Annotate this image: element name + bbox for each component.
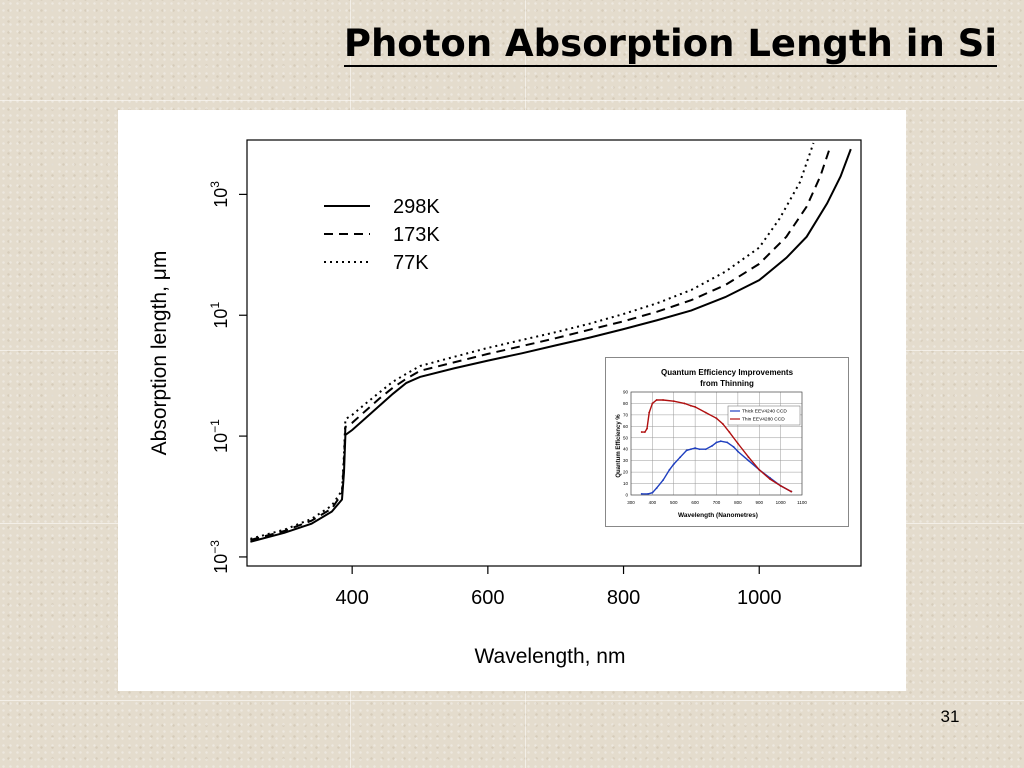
x-tick-label: 400 — [335, 587, 368, 609]
inset-point — [694, 447, 697, 449]
inset-y-axis-label: Quantum Efficiency % — [616, 414, 622, 478]
inset-x-tick-label: 600 — [691, 500, 699, 505]
inset-y-tick-label: 0 — [625, 493, 628, 498]
inset-point — [736, 442, 739, 445]
inset-series-line — [641, 440, 792, 495]
inset-x-tick-label: 900 — [755, 500, 763, 505]
inset-x-tick-label: 1100 — [797, 500, 807, 505]
inset-x-axis-label: Wavelength (Nanometres) — [678, 512, 758, 519]
inset-grid: 300 400 500 600 700 800 900 1000 1100 0 10 20 30 40 50… — [623, 390, 807, 506]
inset-legend-box — [727, 405, 801, 426]
y-tick-label: 10−1 — [208, 419, 231, 453]
inset-y-tick-label: 10 — [623, 481, 629, 486]
plot-frame — [246, 139, 862, 567]
series-line-173K — [250, 145, 832, 541]
y-tick-label: 103 — [208, 181, 231, 208]
inset-legend-label: Thin EEV4280 CCD — [742, 417, 785, 423]
inset-point — [662, 479, 664, 482]
inset-point — [689, 448, 692, 451]
inset-x-tick-label: 1000 — [776, 500, 787, 505]
inset-title: Quantum Efficiency Improvements — [661, 368, 794, 377]
inset-point — [662, 399, 664, 401]
inset-point — [698, 448, 701, 451]
quantum-efficiency-chart: Quantum Efficiency Improvements from Thi… — [616, 368, 807, 519]
y-axis-label: Absorption length, μm — [148, 251, 171, 456]
inset-y-tick-label: 20 — [623, 470, 629, 475]
inset-point — [722, 423, 724, 425]
inset-point — [655, 487, 658, 490]
inset-y-tick-label: 30 — [623, 458, 629, 463]
inset-point — [736, 450, 739, 453]
inset-point — [711, 444, 714, 447]
inset-x-tick-label: 300 — [627, 500, 635, 505]
inset-point — [779, 484, 782, 487]
inset-point — [747, 456, 750, 459]
inset-point — [728, 431, 731, 433]
inset-point — [640, 431, 643, 433]
inset-series-lines — [640, 399, 793, 495]
inset-point — [747, 459, 750, 462]
inset-x-tick-label: 500 — [670, 500, 678, 505]
inset-point — [679, 456, 682, 459]
inset-point — [719, 440, 722, 443]
main-legend: 298K 173K 77K — [324, 196, 440, 274]
x-tick-label: 600 — [471, 587, 504, 609]
inset-point — [640, 492, 643, 495]
inset-point — [651, 402, 654, 405]
legend-label: 77K — [393, 252, 429, 274]
inset-point — [704, 448, 707, 451]
inset-point — [790, 490, 793, 493]
inset-point — [685, 449, 688, 452]
inset-point — [715, 441, 718, 444]
inset-frame — [630, 391, 803, 496]
legend-label: 173K — [393, 224, 440, 246]
inset-point — [672, 400, 675, 403]
inset-point — [726, 441, 729, 444]
slide-title-text: Photon Absorption Length in Si — [343, 22, 997, 67]
inset-y-tick-label: 80 — [623, 401, 629, 406]
x-axis-label: Wavelength, nm — [475, 645, 626, 668]
inset-point — [704, 411, 707, 414]
tile-seam — [0, 100, 1024, 101]
inset-point — [769, 478, 771, 480]
tile-seam — [0, 700, 1024, 701]
inset-y-tick-label: 90 — [623, 390, 629, 395]
inset-point — [689, 404, 692, 407]
inset-legend-label: Thick EEV4240 CCD — [742, 409, 787, 415]
inset-point — [655, 399, 658, 401]
inset-legend: Thick EEV4240 CCD Thin EEV4280 CCD — [727, 405, 801, 426]
x-tick-label: 800 — [607, 587, 640, 609]
inset-point — [647, 492, 649, 495]
legend-label: 298K — [393, 196, 440, 218]
inset-point — [643, 431, 646, 433]
inset-point — [683, 402, 686, 405]
x-tick-label: 1000 — [737, 587, 782, 609]
slide-title: Photon Absorption Length in Si — [0, 22, 997, 67]
inset-point — [715, 417, 718, 420]
inset-y-tick-label: 40 — [623, 447, 629, 452]
inset-point — [648, 411, 651, 414]
inset-point — [694, 405, 697, 408]
y-tick-label: 10−3 — [208, 540, 231, 574]
inset-point — [668, 468, 671, 471]
inset-subtitle: from Thinning — [700, 379, 754, 388]
inset-point — [672, 463, 675, 465]
inset-x-tick-label: 700 — [713, 500, 721, 505]
inset-point — [646, 427, 648, 430]
inset-y-tick-label: 50 — [623, 435, 629, 440]
inset-x-tick-label: 400 — [649, 500, 657, 505]
inset-x-tick-label: 800 — [734, 500, 742, 505]
quantum-efficiency-inset: Quantum Efficiency Improvements from Thi… — [605, 357, 849, 527]
main-series-lines — [250, 142, 852, 543]
inset-y-tick-label: 70 — [623, 412, 629, 417]
inset-y-tick-label: 60 — [623, 424, 629, 429]
inset-point — [651, 491, 654, 494]
y-tick-label: 101 — [208, 302, 231, 329]
inset-point — [732, 446, 735, 448]
slide-number: 31 — [940, 707, 960, 726]
inset-point — [758, 468, 761, 471]
